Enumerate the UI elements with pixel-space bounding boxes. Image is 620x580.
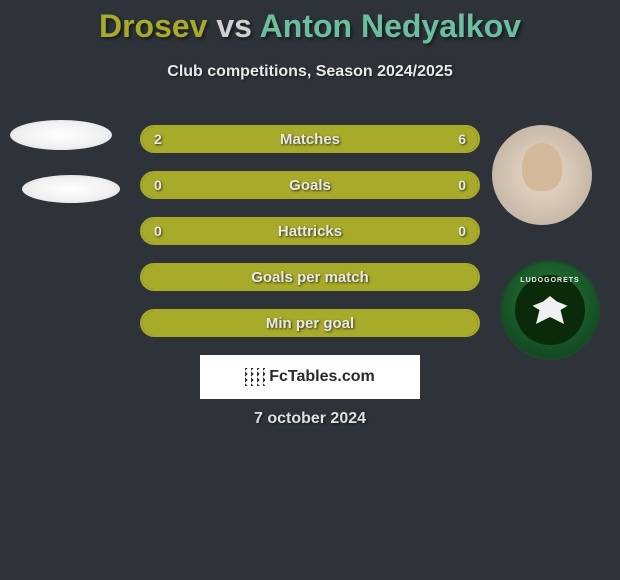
footer-logo: FcTables.com xyxy=(245,368,375,386)
player2-avatar xyxy=(492,125,592,225)
stat-label: Matches xyxy=(280,131,340,148)
stats-container: 2 Matches 6 0 Goals 0 0 Hattricks 0 Goal… xyxy=(140,125,480,355)
date-label: 7 october 2024 xyxy=(0,410,620,428)
player1-name: Drosev xyxy=(99,8,208,44)
team-logo-inner: LUDOGORETS xyxy=(515,275,585,345)
stat-row-matches: 2 Matches 6 xyxy=(140,125,480,153)
vs-text: vs xyxy=(216,8,252,44)
subtitle: Club competitions, Season 2024/2025 xyxy=(0,63,620,81)
chart-icon xyxy=(245,368,265,386)
stat-label: Goals per match xyxy=(251,269,369,286)
stat-label: Hattricks xyxy=(278,223,342,240)
team-name-label: LUDOGORETS xyxy=(520,277,579,284)
stat-row-hattricks: 0 Hattricks 0 xyxy=(140,217,480,245)
stat-row-goals: 0 Goals 0 xyxy=(140,171,480,199)
stat-left-val: 0 xyxy=(154,177,162,193)
footer-brand-box: FcTables.com xyxy=(200,355,420,399)
stat-label: Goals xyxy=(289,177,331,194)
player2-team-logo: LUDOGORETS xyxy=(500,260,600,360)
stat-left-val: 2 xyxy=(154,131,162,147)
footer-brand-text: FcTables.com xyxy=(269,368,375,386)
page-title: Drosev vs Anton Nedyalkov xyxy=(0,0,620,45)
player2-name: Anton Nedyalkov xyxy=(260,8,521,44)
eagle-icon xyxy=(533,296,568,324)
stat-label: Min per goal xyxy=(266,315,354,332)
stat-right-val: 0 xyxy=(458,177,466,193)
stat-right-val: 6 xyxy=(458,131,466,147)
stat-row-mpg: Min per goal xyxy=(140,309,480,337)
player1-team-logo xyxy=(22,175,120,203)
stat-left-val: 0 xyxy=(154,223,162,239)
stat-row-gpm: Goals per match xyxy=(140,263,480,291)
stat-right-val: 0 xyxy=(458,223,466,239)
player1-avatar xyxy=(10,120,112,150)
